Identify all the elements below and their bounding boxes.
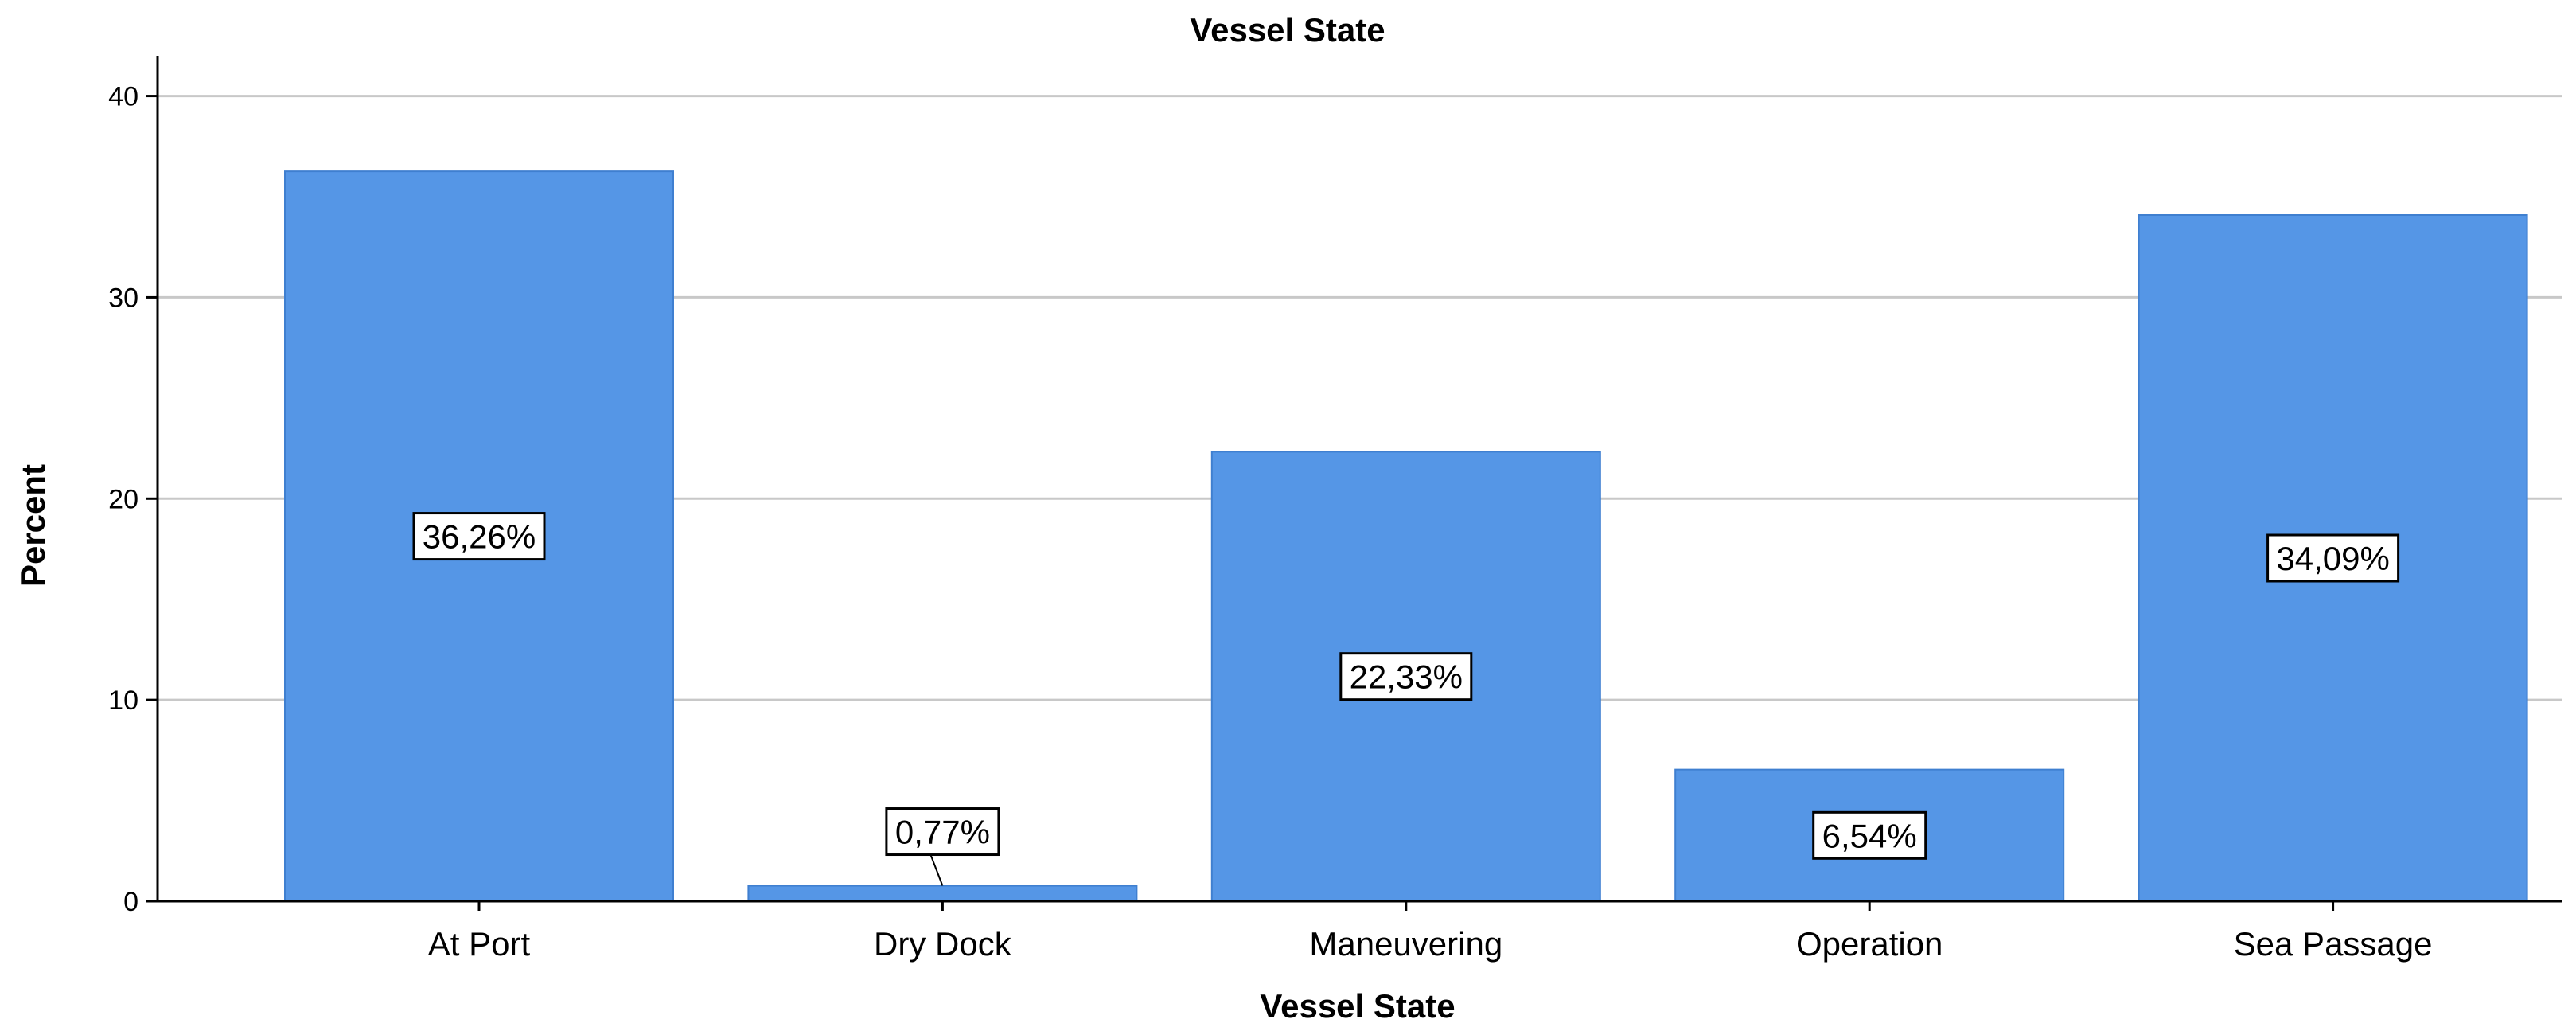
data-labels: 36,26% 0,77% 22,33% 6,54% 34,09%: [412, 512, 2400, 886]
y-tick-label: 30: [108, 283, 138, 313]
data-label: 36,26%: [423, 518, 536, 556]
bar: [747, 885, 1138, 903]
y-axis-label: Percent: [14, 464, 52, 587]
data-label-box: [2266, 533, 2400, 583]
x-tick-label: Operation: [1796, 925, 1943, 963]
y-tick-label: 10: [108, 685, 138, 716]
x-tick-label: Dry Dock: [874, 925, 1012, 963]
y-tick-label: 40: [108, 82, 138, 112]
data-label-leader: [929, 854, 944, 886]
tick-labels: 0 10 20 30 40 At Port Dry Dock Maneuvering Opera…: [108, 82, 2432, 963]
x-tick-label: Maneuvering: [1309, 925, 1502, 963]
x-axis-label: Vessel State: [1260, 987, 1455, 1025]
data-label: 34,09%: [2276, 540, 2389, 577]
bars: [284, 170, 2528, 903]
data-label-box: [1812, 810, 1927, 860]
chart-title: Vessel State: [1190, 11, 1385, 49]
x-tick-label: Sea Passage: [2234, 925, 2433, 963]
data-label: 0,77%: [895, 814, 990, 851]
data-label: 6,54%: [1822, 817, 1917, 854]
data-label: 22,33%: [1350, 658, 1463, 696]
data-label-box: [885, 807, 1000, 857]
y-tick-label: 0: [123, 887, 138, 917]
x-tick-label: At Port: [428, 925, 531, 963]
data-label-box: [412, 512, 546, 561]
axes: [146, 56, 2562, 911]
y-tick-label: 20: [108, 484, 138, 514]
data-label-box: [1339, 652, 1473, 701]
